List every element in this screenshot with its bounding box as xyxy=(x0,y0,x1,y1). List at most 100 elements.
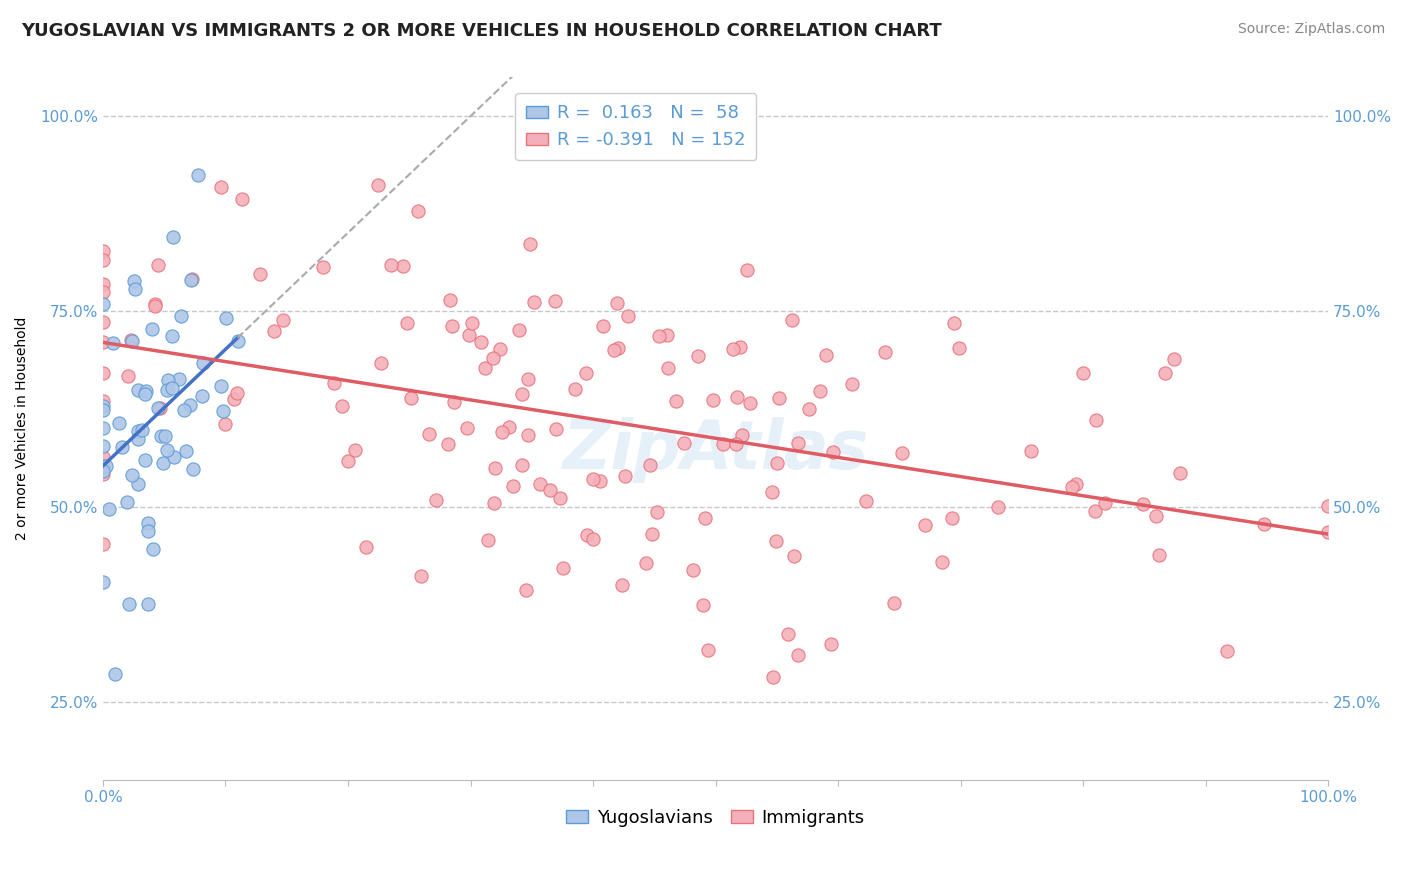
Point xyxy=(193,356,215,370)
Point xyxy=(489,343,512,357)
Point xyxy=(797,401,820,416)
Text: Source: ZipAtlas.com: Source: ZipAtlas.com xyxy=(1237,22,1385,37)
Point xyxy=(91,393,114,408)
Point xyxy=(231,192,253,206)
Point xyxy=(344,443,367,458)
Point xyxy=(170,309,193,323)
Point xyxy=(146,258,169,272)
Point xyxy=(891,446,914,460)
Point xyxy=(312,260,335,275)
Point xyxy=(187,168,209,182)
Point xyxy=(91,277,114,291)
Point xyxy=(766,456,789,470)
Point xyxy=(249,267,271,281)
Point xyxy=(477,533,499,548)
Point xyxy=(519,237,541,252)
Point xyxy=(589,475,612,489)
Point xyxy=(91,440,114,454)
Point xyxy=(948,341,970,355)
Point xyxy=(134,453,156,467)
Point xyxy=(157,373,180,387)
Point xyxy=(91,244,114,259)
Point xyxy=(474,361,496,376)
Point xyxy=(437,437,460,451)
Point xyxy=(163,450,186,465)
Point xyxy=(484,460,506,475)
Point xyxy=(127,424,149,438)
Point xyxy=(115,495,138,509)
Point xyxy=(1215,644,1237,658)
Point xyxy=(180,271,202,285)
Point xyxy=(127,384,149,398)
Point xyxy=(145,299,167,313)
Point xyxy=(180,273,202,287)
Point xyxy=(1168,466,1191,480)
Point xyxy=(392,260,415,274)
Point xyxy=(149,401,172,415)
Point xyxy=(91,315,114,329)
Point xyxy=(399,391,422,405)
Point xyxy=(762,670,785,684)
Point xyxy=(1147,548,1170,562)
Point xyxy=(440,318,463,333)
Point xyxy=(124,282,146,296)
Point xyxy=(370,356,392,370)
Point xyxy=(606,296,628,310)
Point xyxy=(104,667,127,681)
Point xyxy=(783,549,806,563)
Point xyxy=(725,390,748,404)
Point xyxy=(173,403,195,417)
Point xyxy=(673,435,696,450)
Point xyxy=(702,392,724,407)
Point xyxy=(135,384,157,398)
Point xyxy=(1019,444,1042,458)
Point xyxy=(94,458,117,473)
Point xyxy=(91,297,114,311)
Point xyxy=(641,526,664,541)
Point xyxy=(367,178,389,192)
Point xyxy=(665,394,688,409)
Point xyxy=(612,578,634,592)
Point xyxy=(883,596,905,610)
Point xyxy=(737,262,759,277)
Point xyxy=(517,372,540,386)
Point xyxy=(987,500,1010,515)
Point xyxy=(337,454,360,468)
Point xyxy=(395,316,418,330)
Point xyxy=(855,493,877,508)
Point xyxy=(354,541,377,555)
Point xyxy=(458,327,481,342)
Point xyxy=(152,456,174,470)
Point xyxy=(820,637,842,651)
Point xyxy=(91,285,114,299)
Point xyxy=(564,382,586,396)
Point xyxy=(1071,366,1094,380)
Point xyxy=(150,429,173,443)
Point xyxy=(91,450,114,464)
Point xyxy=(731,428,754,442)
Point xyxy=(1253,517,1275,532)
Point xyxy=(91,467,114,482)
Point xyxy=(91,458,114,473)
Point xyxy=(498,419,520,434)
Point xyxy=(823,444,845,458)
Point xyxy=(515,582,537,597)
Point xyxy=(91,574,114,589)
Point xyxy=(538,483,561,497)
Point xyxy=(1317,524,1340,539)
Point xyxy=(875,344,897,359)
Point xyxy=(138,597,160,611)
Point xyxy=(120,333,142,347)
Point xyxy=(91,464,114,478)
Point xyxy=(655,328,678,343)
Text: YUGOSLAVIAN VS IMMIGRANTS 2 OR MORE VEHICLES IN HOUSEHOLD CORRELATION CHART: YUGOSLAVIAN VS IMMIGRANTS 2 OR MORE VEHI… xyxy=(21,22,942,40)
Point xyxy=(544,294,567,309)
Point xyxy=(778,627,800,641)
Point xyxy=(786,435,808,450)
Point xyxy=(470,334,492,349)
Point xyxy=(508,323,530,337)
Point xyxy=(209,179,232,194)
Point xyxy=(271,313,294,327)
Point xyxy=(91,335,114,350)
Text: ZipAtlas: ZipAtlas xyxy=(562,417,869,483)
